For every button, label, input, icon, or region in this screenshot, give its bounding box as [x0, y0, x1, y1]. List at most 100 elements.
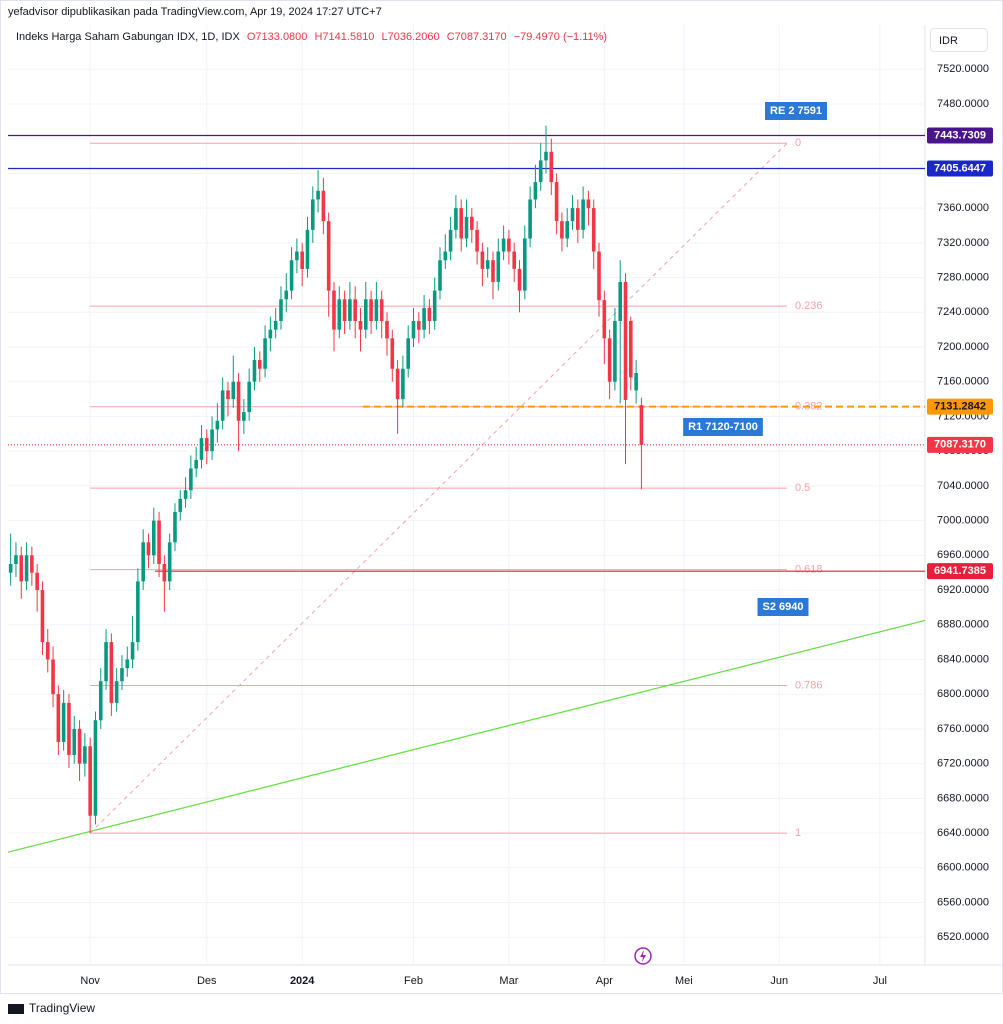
candle-body	[98, 681, 103, 721]
x-tick-label: Des	[197, 975, 217, 987]
candle-body	[295, 251, 299, 261]
candle-body	[639, 405, 644, 445]
annotation-box	[757, 598, 809, 616]
fib-label: 0.236	[795, 300, 823, 312]
price-tag	[927, 436, 993, 453]
candle-body	[385, 320, 389, 339]
candle-body	[199, 438, 204, 460]
candle-body	[114, 681, 119, 703]
candle-body	[226, 390, 230, 400]
candle-body	[358, 320, 363, 330]
candle-body	[560, 221, 564, 239]
candle-body	[167, 542, 172, 582]
candle-body	[581, 199, 585, 230]
candle-body	[130, 642, 135, 660]
y-tick-label: 7320.0000	[937, 237, 989, 249]
candle-body	[173, 511, 177, 543]
candle-body	[591, 208, 596, 252]
candle-body	[268, 329, 273, 339]
candle-body	[120, 668, 124, 682]
candle-body	[51, 659, 55, 695]
candle-body	[602, 300, 607, 339]
candle-body	[284, 290, 289, 300]
brand: TradingView	[8, 1000, 95, 1015]
candle-body	[448, 229, 453, 252]
event-icon-bolt	[640, 950, 646, 962]
y-tick-label: 6880.0000	[937, 619, 989, 631]
candle-body	[337, 299, 342, 330]
candle-body	[480, 251, 485, 269]
candle-body	[321, 190, 326, 222]
y-tick-label: 6520.0000	[937, 931, 989, 943]
candle-body	[512, 251, 517, 269]
annotation: S2 6940	[757, 598, 809, 616]
x-tick-label: Nov	[80, 975, 100, 987]
candle-body	[517, 268, 522, 291]
candle-body	[597, 251, 601, 301]
currency-button[interactable]: IDR	[930, 28, 988, 52]
candle-body	[363, 299, 368, 330]
candle-body	[194, 459, 198, 469]
ohlc-high: H7141.5810	[314, 31, 375, 43]
candle-body	[220, 390, 225, 421]
annotation: R1 7120-7100	[683, 418, 763, 436]
candle-body	[485, 260, 490, 269]
candle-body	[348, 299, 352, 321]
y-tick-label: 7040.0000	[937, 480, 989, 492]
y-tick-label: 7240.0000	[937, 306, 989, 318]
ohlc-close: C7087.3170	[446, 31, 507, 43]
candle-body	[464, 216, 469, 239]
annotation: RE 2 7591	[765, 102, 827, 120]
candle-body	[35, 572, 39, 591]
trendline	[7, 619, 926, 853]
candle-body	[289, 260, 294, 291]
candle-body	[279, 299, 283, 321]
candle-body	[14, 555, 18, 565]
candle-body	[67, 702, 71, 755]
y-tick-label: 6920.0000	[937, 584, 989, 596]
candle-body	[629, 320, 633, 378]
fib-label: 0.786	[795, 679, 823, 691]
candle-body	[326, 221, 331, 291]
plot-frame	[0, 0, 1003, 994]
candle-body	[406, 338, 410, 369]
candle-body	[507, 238, 511, 252]
y-tick-label: 6640.0000	[937, 827, 989, 839]
ohlc-change: −79.4970 (−1.11%)	[513, 31, 608, 43]
y-tick-label: 7160.0000	[937, 376, 989, 388]
candle-body	[416, 320, 421, 330]
x-tick-label: Apr	[596, 975, 613, 987]
candle-body	[146, 542, 151, 556]
publisher: yefadvisor dipublikasikan pada TradingVi…	[8, 6, 382, 18]
price-tag	[927, 398, 993, 415]
price-tag	[927, 160, 993, 177]
price-tag-label: 6941.7385	[934, 565, 986, 577]
x-tick-label: Feb	[404, 975, 423, 987]
price-tag-label: 7131.2842	[934, 401, 986, 413]
y-tick-label: 7520.0000	[937, 63, 989, 75]
candle-body	[183, 490, 188, 499]
candle-body	[77, 728, 82, 764]
candle-body	[554, 182, 559, 222]
brand-text: TradingView	[29, 1001, 96, 1015]
candle-body	[549, 151, 554, 183]
candle-body	[459, 208, 463, 239]
candle-body	[45, 642, 50, 660]
y-tick-label: 6760.0000	[937, 723, 989, 735]
candle-body	[257, 360, 262, 369]
candle-body	[496, 251, 501, 282]
candle-body	[162, 564, 167, 582]
candle-body	[374, 299, 379, 321]
candle-body	[390, 338, 395, 369]
price-tag-label: 7405.6447	[934, 162, 986, 174]
brand-logo	[8, 1003, 24, 1014]
candle-body	[93, 720, 98, 816]
y-tick-label: 6960.0000	[937, 549, 989, 561]
candle-body	[454, 208, 458, 230]
candle-body	[136, 581, 140, 643]
y-tick-label: 6680.0000	[937, 792, 989, 804]
annotation-text: R1 7120-7100	[688, 421, 758, 433]
ohlc-low: L7036.2060	[381, 31, 440, 43]
candle-body	[236, 381, 241, 421]
